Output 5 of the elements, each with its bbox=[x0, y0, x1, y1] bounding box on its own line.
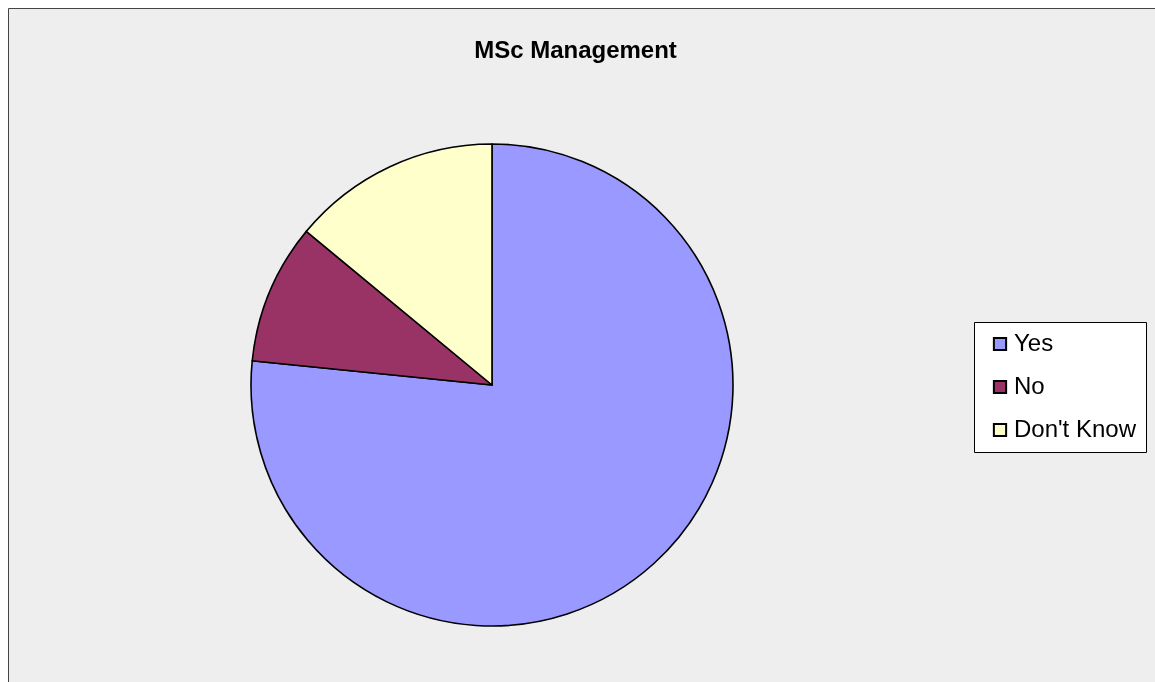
chart-title: MSc Management bbox=[474, 36, 677, 63]
legend-label: Yes bbox=[1014, 329, 1054, 356]
pie-slice bbox=[250, 143, 734, 627]
legend-label: No bbox=[1014, 372, 1045, 399]
legend-label: Don't Know bbox=[1014, 415, 1137, 442]
